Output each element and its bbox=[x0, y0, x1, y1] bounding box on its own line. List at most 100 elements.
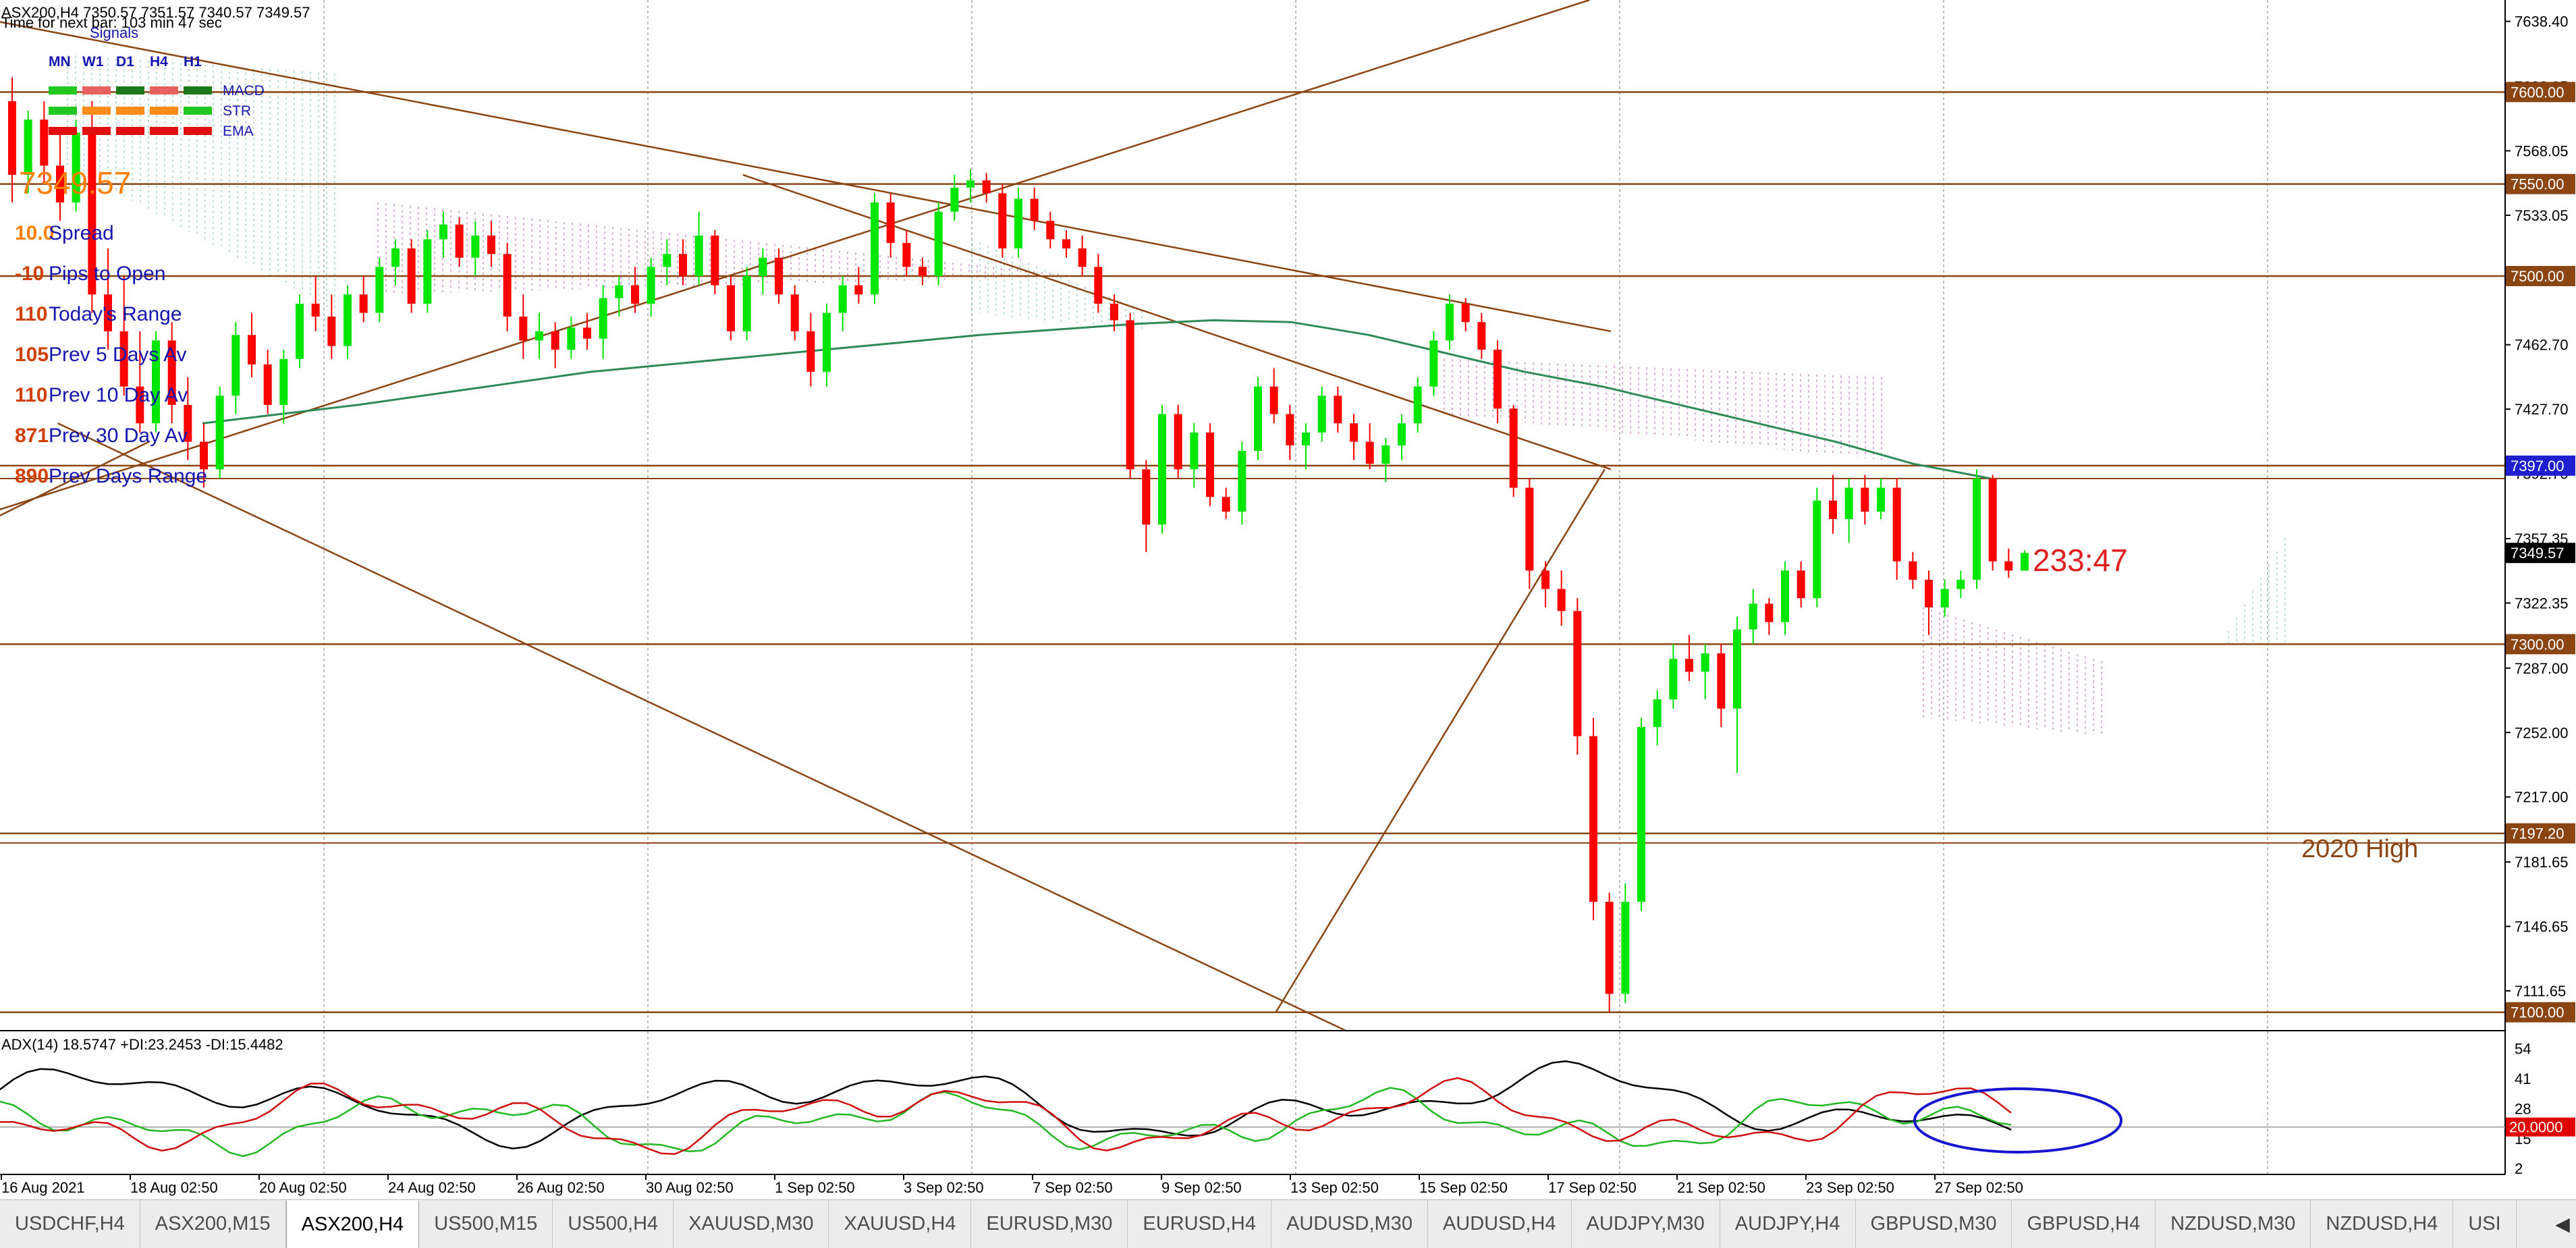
candle-body bbox=[982, 180, 991, 194]
info-value: 110 bbox=[15, 384, 47, 406]
price-tick-label: 7322.35 bbox=[2515, 595, 2569, 612]
chart-tab[interactable]: XAUUSD,H4 bbox=[829, 1200, 972, 1248]
chart-tab[interactable]: EURUSD,H4 bbox=[1128, 1200, 1272, 1248]
chart-tab[interactable]: GBPUSD,H4 bbox=[2012, 1200, 2156, 1248]
candle-body bbox=[1062, 239, 1070, 249]
candle-body bbox=[1365, 441, 1374, 464]
price-tick-label: 7638.40 bbox=[2515, 13, 2569, 30]
candle-body bbox=[838, 285, 847, 313]
time-tick-label: 30 Aug 02:50 bbox=[646, 1179, 734, 1196]
adx-level-box bbox=[2506, 1117, 2575, 1137]
signal-row-label: MACD bbox=[223, 83, 265, 99]
tab-scroll-icon[interactable]: ◀ bbox=[2549, 1200, 2576, 1248]
candle-body bbox=[1302, 432, 1310, 445]
signals-title: Signals bbox=[90, 24, 138, 41]
candle-body bbox=[775, 257, 783, 295]
candle-body bbox=[551, 331, 559, 350]
price-level-box-label: 7600.00 bbox=[2511, 84, 2565, 101]
chart-tabs: USDCHF,H4 ASX200,M15 ASX200,H4 US500,M15 US5… bbox=[0, 1199, 2576, 1248]
info-label: Prev 5 Days Av bbox=[49, 344, 187, 366]
trendline bbox=[57, 423, 1346, 1032]
price-chart[interactable]: 7638.407603.057568.057533.057498.057462.… bbox=[0, 0, 2576, 1199]
adx-line bbox=[0, 1060, 2012, 1149]
price-tick-label: 7252.00 bbox=[2515, 724, 2569, 741]
price-level-box-label: 7349.57 bbox=[2511, 545, 2565, 562]
chart-tab[interactable]: NZDUSD,H4 bbox=[2311, 1200, 2454, 1248]
chart-tab[interactable]: USDCHF,H4 bbox=[0, 1200, 140, 1248]
candle-body bbox=[231, 335, 240, 396]
chart-tab[interactable]: GBPUSD,M30 bbox=[1856, 1200, 2012, 1248]
price-level-box bbox=[2506, 823, 2575, 844]
candle-body bbox=[1797, 570, 1805, 599]
trendline bbox=[0, 0, 1590, 511]
candle-body bbox=[1014, 198, 1022, 249]
candle-body bbox=[136, 386, 144, 424]
candle-body bbox=[1701, 653, 1709, 672]
time-tick-label: 27 Sep 02:50 bbox=[1935, 1179, 2023, 1196]
candle-body bbox=[200, 441, 208, 470]
time-axis-ticks: 16 Aug 2021 18 Aug 02:50 20 Aug 02:50 24 Au… bbox=[1, 1174, 2023, 1196]
chart-tab[interactable]: US500,M15 bbox=[419, 1200, 553, 1248]
candle-body bbox=[1589, 736, 1597, 902]
candle-body bbox=[1174, 414, 1182, 470]
info-value: -10 bbox=[15, 263, 44, 285]
candle-body bbox=[966, 180, 975, 188]
candle-body bbox=[311, 303, 320, 317]
price-level-box bbox=[2506, 266, 2575, 287]
candle-body bbox=[934, 211, 943, 277]
chart-tab[interactable]: AUDJPY,H4 bbox=[1720, 1200, 1856, 1248]
price-tick-label: 7533.05 bbox=[2515, 207, 2569, 224]
candle-body bbox=[902, 242, 911, 267]
signal-cell bbox=[116, 127, 144, 135]
chart-tab[interactable]: XAUUSD,M30 bbox=[674, 1200, 829, 1248]
candle-body bbox=[1877, 487, 1885, 512]
signal-cell bbox=[150, 107, 178, 115]
candle-body bbox=[1509, 408, 1518, 488]
info-label: Pips to Open bbox=[49, 263, 165, 285]
candle-body bbox=[119, 331, 128, 387]
chart-tab[interactable]: AUDUSD,M30 bbox=[1271, 1200, 1428, 1248]
bar-timer: Time for next bar: 103 min 47 sec bbox=[1, 14, 222, 31]
candle-body bbox=[1222, 497, 1230, 512]
candle-body bbox=[1861, 487, 1869, 512]
signal-cell bbox=[49, 107, 77, 115]
chart-tab[interactable]: EURUSD,M30 bbox=[971, 1200, 1128, 1248]
signal-row-label: STR bbox=[223, 103, 251, 119]
candle-body bbox=[1078, 248, 1087, 267]
candle-body bbox=[919, 267, 927, 277]
candle-body bbox=[1206, 432, 1214, 497]
price-tick-label: 7111.65 bbox=[2515, 983, 2566, 1000]
candles bbox=[8, 77, 2029, 1012]
candle-body bbox=[1557, 589, 1566, 612]
info-label: Prev Days Range bbox=[49, 465, 207, 487]
time-tick-label: 13 Sep 02:50 bbox=[1290, 1179, 1379, 1196]
adx-tick-label: 28 bbox=[2515, 1100, 2531, 1117]
candle-body bbox=[759, 257, 767, 277]
candle-body bbox=[24, 119, 32, 175]
chart-tab[interactable]: US500,H4 bbox=[553, 1200, 674, 1248]
signal-cell bbox=[150, 86, 178, 94]
candle-body bbox=[823, 313, 831, 372]
high-label: 2020 High bbox=[2301, 835, 2418, 863]
chart-tab[interactable]: USI bbox=[2453, 1200, 2517, 1248]
price-level-box bbox=[2506, 634, 2575, 655]
signal-cell bbox=[184, 107, 212, 115]
candle-body bbox=[886, 202, 895, 243]
candle-body bbox=[806, 331, 815, 372]
candle-body bbox=[1844, 487, 1853, 519]
chart-tab[interactable]: NZDUSD,M30 bbox=[2156, 1200, 2311, 1248]
candle-body bbox=[471, 236, 480, 258]
adx-tick-label: 2 bbox=[2515, 1160, 2523, 1177]
chart-tab[interactable]: AUDUSD,H4 bbox=[1428, 1200, 1572, 1248]
candle-body bbox=[1940, 589, 1949, 607]
candle-body bbox=[263, 364, 272, 405]
candle-body bbox=[1749, 603, 1757, 630]
chart-tab[interactable]: ASX200,H4 bbox=[285, 1200, 420, 1248]
chart-tab[interactable]: ASX200,M15 bbox=[140, 1200, 286, 1248]
trendline bbox=[1275, 468, 1606, 1013]
time-tick-label: 26 Aug 02:50 bbox=[517, 1179, 605, 1196]
candle-body bbox=[631, 285, 639, 304]
candle-body bbox=[1669, 659, 1678, 700]
chart-tab[interactable]: AUDJPY,M30 bbox=[1572, 1200, 1720, 1248]
candle-body bbox=[871, 202, 879, 295]
